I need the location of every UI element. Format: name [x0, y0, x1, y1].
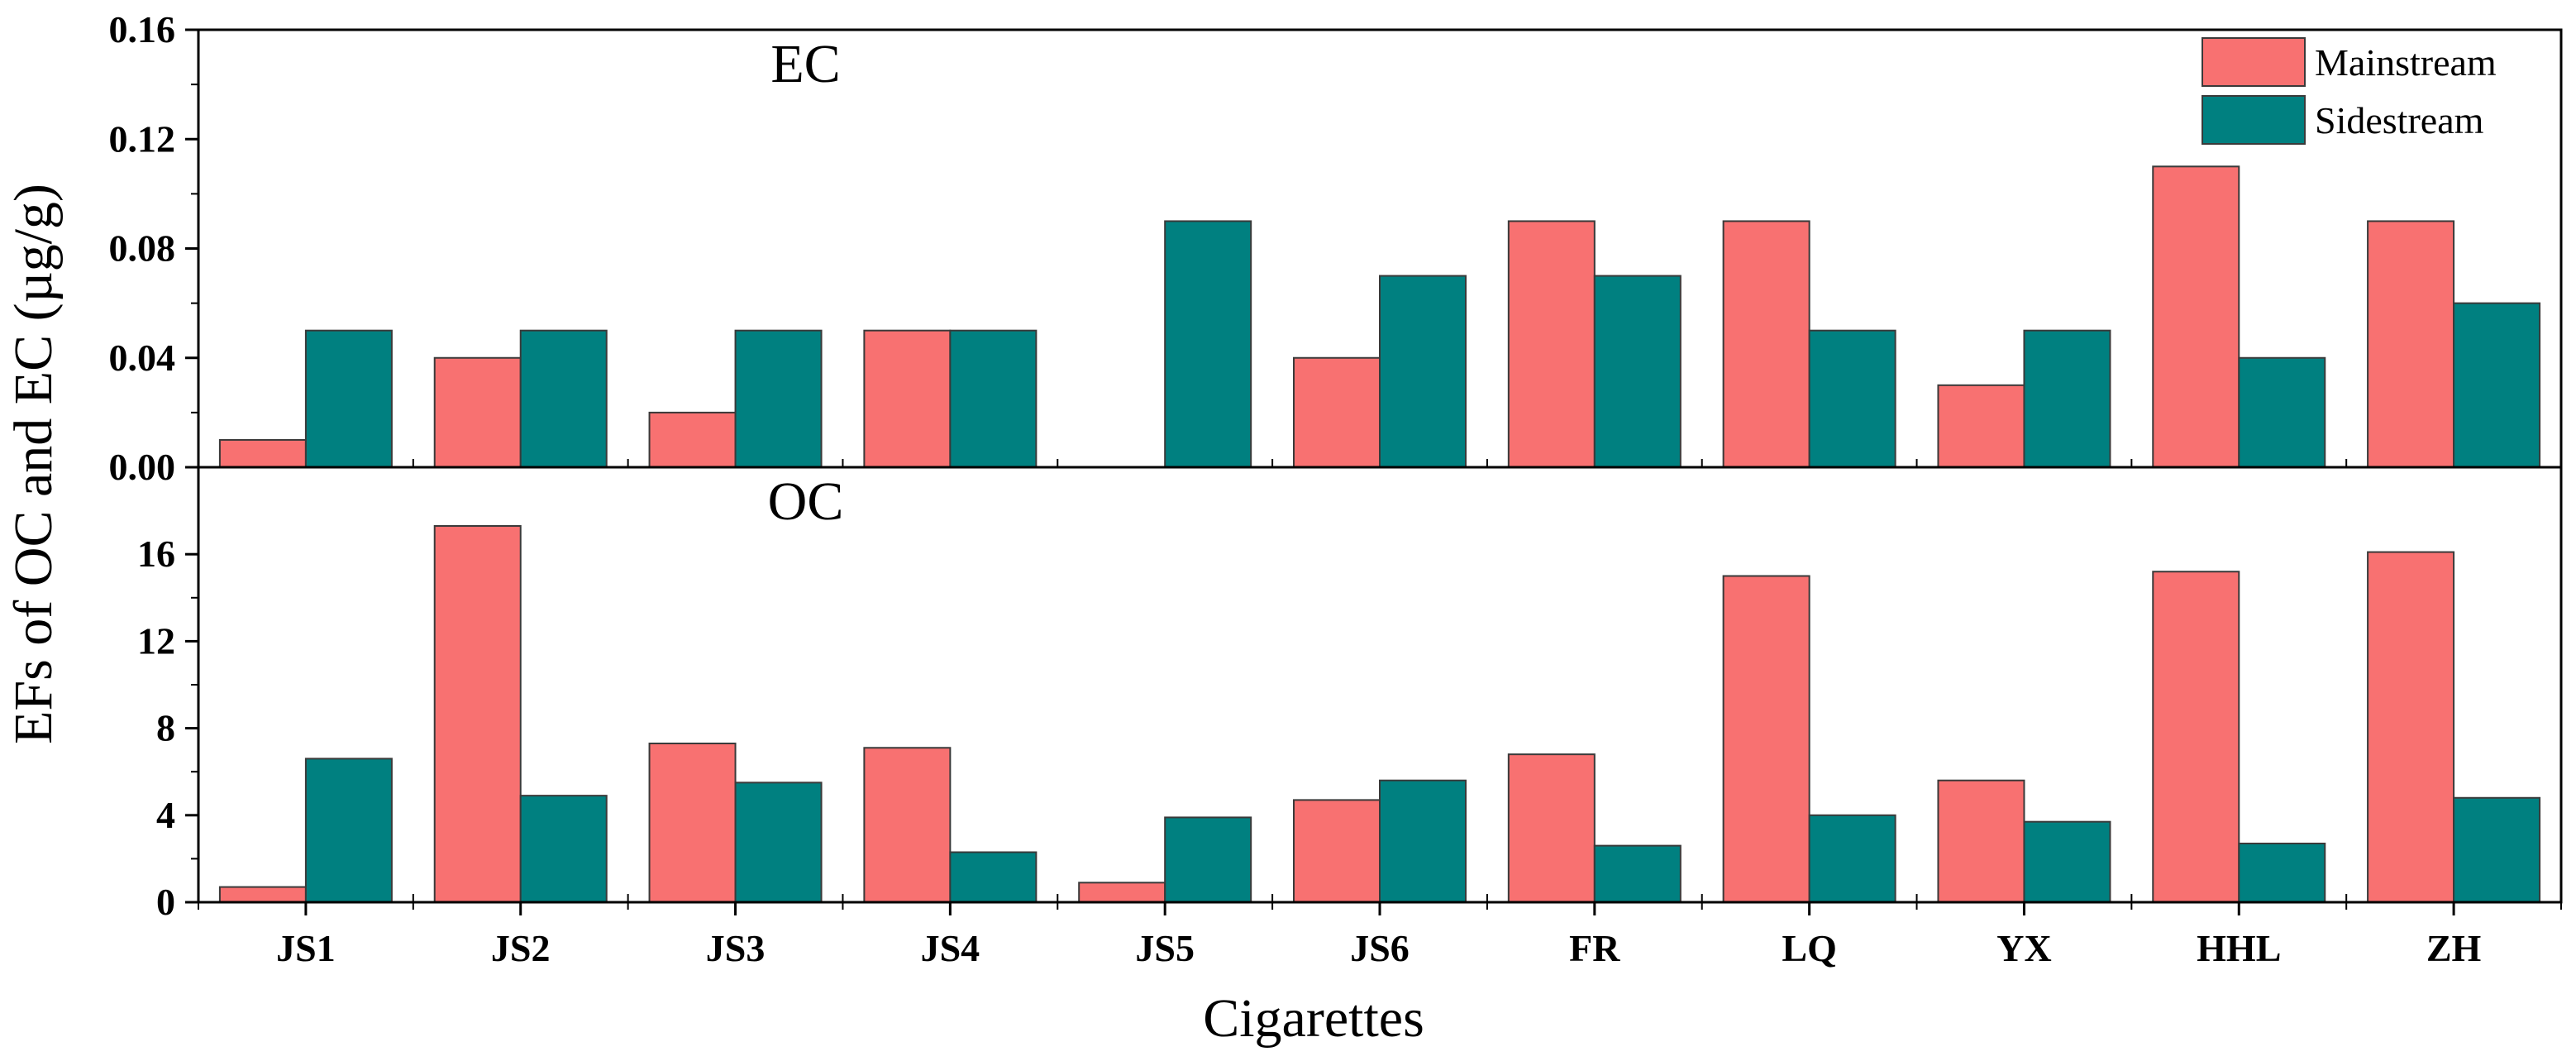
- bar-oc-mainstream-js5: [1078, 882, 1166, 903]
- legend-label-mainstream: Mainstream: [2315, 41, 2497, 84]
- bar-ec-mainstream-yx: [1937, 384, 2025, 468]
- bar-ec-sidestream-js3: [734, 329, 823, 468]
- bar-ec-sidestream-hhl: [2238, 356, 2326, 468]
- x-axis: JS1 JS2 JS3 JS4 JS5 JS6 FR LQ YX HHL ZH: [198, 902, 2562, 969]
- x-tick-label-lq: LQ: [1782, 927, 1836, 969]
- bar-oc-sidestream-yx: [2023, 820, 2111, 903]
- bar-oc-sidestream-js5: [1164, 816, 1252, 903]
- bar-oc-mainstream-fr: [1507, 753, 1596, 903]
- y-axis-title: EFs of OC and EC (µg/g): [3, 184, 64, 744]
- y-tick-label: 16: [137, 533, 175, 575]
- x-tick-label-js4: JS4: [921, 927, 980, 969]
- bar-oc-sidestream-js1: [304, 758, 393, 903]
- y-tick-label: 8: [156, 707, 175, 749]
- bar-ec-sidestream-zh: [2453, 302, 2541, 468]
- bar-ec-sidestream-js1: [304, 329, 393, 468]
- x-axis-title: Cigarettes: [1203, 988, 1424, 1049]
- bar-oc-sidestream-js2: [519, 795, 608, 903]
- y-tick-label: 0.08: [109, 227, 176, 270]
- bar-oc-mainstream-js4: [863, 747, 952, 904]
- bar-oc-sidestream-lq: [1808, 814, 1896, 903]
- legend: Mainstream Sidestream: [2202, 37, 2497, 145]
- bar-oc-mainstream-hhl: [2152, 571, 2240, 903]
- bar-ec-mainstream-js3: [648, 411, 737, 468]
- bar-ec-sidestream-js2: [519, 329, 608, 468]
- panel-oc: 0 4 8 12 16 OC: [137, 466, 2563, 923]
- bar-oc-mainstream-yx: [1937, 779, 2025, 903]
- bar-oc-mainstream-lq: [1722, 575, 1810, 903]
- bar-ec-sidestream-js6: [1379, 275, 1467, 468]
- bar-oc-sidestream-hhl: [2238, 842, 2326, 903]
- x-tick-label-js5: JS5: [1135, 927, 1195, 969]
- panel-title-ec: EC: [770, 34, 840, 94]
- panels-layer: 0.00 0.04 0.08 0.12 0.16 EC 0 4 8 12 16 OC: [109, 8, 2563, 923]
- x-tick-label-js2: JS2: [491, 927, 551, 969]
- legend-label-sidestream: Sidestream: [2315, 99, 2484, 141]
- legend-swatch-mainstream: [2202, 37, 2306, 87]
- bar-oc-mainstream-js2: [433, 525, 522, 903]
- legend-swatch-sidestream: [2202, 95, 2306, 145]
- y-tick-label: 0: [156, 881, 175, 923]
- bar-oc-sidestream-js4: [949, 851, 1038, 904]
- panel-title-oc: OC: [768, 471, 844, 532]
- x-tick-label-js6: JS6: [1350, 927, 1410, 969]
- bar-oc-mainstream-zh: [2367, 551, 2455, 903]
- bar-ec-mainstream-zh: [2367, 220, 2455, 468]
- y-tick-label: 12: [137, 619, 175, 662]
- x-tick-label-hhl: HHL: [2197, 927, 2281, 969]
- x-tick-label-js3: JS3: [706, 927, 766, 969]
- bar-ec-sidestream-yx: [2023, 329, 2111, 468]
- bar-ec-sidestream-js4: [949, 329, 1038, 468]
- y-tick-label: 0.00: [109, 446, 176, 488]
- bar-ec-sidestream-lq: [1808, 329, 1896, 468]
- x-tick-label-fr: FR: [1569, 927, 1620, 969]
- bar-oc-sidestream-fr: [1593, 844, 1682, 903]
- bar-ec-mainstream-fr: [1507, 220, 1596, 468]
- bar-ec-mainstream-js6: [1293, 356, 1381, 468]
- bar-ec-sidestream-fr: [1593, 275, 1682, 468]
- x-tick-label-zh: ZH: [2426, 927, 2482, 969]
- bar-ec-mainstream-js1: [218, 438, 307, 468]
- bar-oc-sidestream-zh: [2453, 796, 2541, 904]
- bar-ec-mainstream-hhl: [2152, 165, 2240, 468]
- bar-oc-mainstream-js6: [1293, 799, 1381, 904]
- x-tick-label-yx: YX: [1996, 927, 2051, 969]
- bar-oc-sidestream-js6: [1379, 779, 1467, 903]
- bar-ec-mainstream-js4: [863, 329, 952, 468]
- y-tick-label: 0.12: [109, 117, 176, 160]
- bar-ec-mainstream-js2: [433, 356, 522, 468]
- y-tick-label: 0.16: [109, 8, 176, 50]
- bar-ec-sidestream-js5: [1164, 220, 1252, 468]
- bar-oc-mainstream-js1: [218, 886, 307, 903]
- bar-oc-sidestream-js3: [734, 781, 823, 903]
- panel-ec: 0.00 0.04 0.08 0.12 0.16 EC: [109, 8, 2563, 488]
- bar-ec-mainstream-lq: [1722, 220, 1810, 468]
- bar-oc-mainstream-js3: [648, 743, 737, 904]
- y-tick-label: 4: [156, 794, 175, 836]
- x-tick-label-js1: JS1: [276, 927, 336, 969]
- y-tick-label: 0.04: [109, 337, 176, 379]
